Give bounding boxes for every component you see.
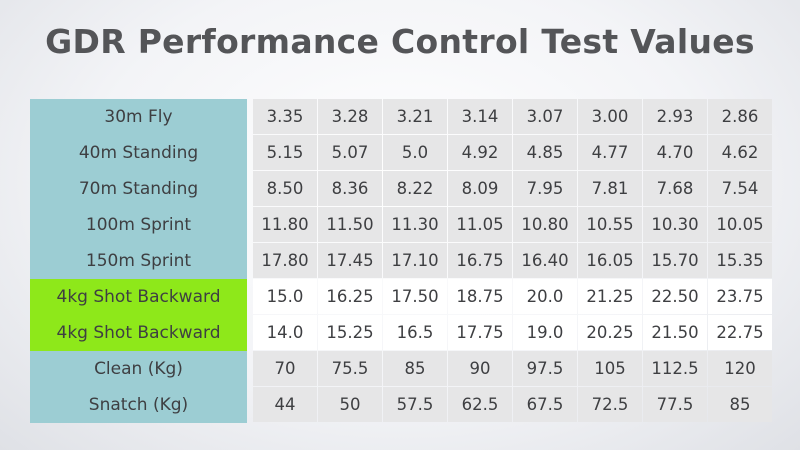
table-cell: 3.14: [448, 99, 512, 134]
table-cell: 8.50: [253, 171, 317, 206]
table-cell: 17.75: [448, 315, 512, 350]
table-cell: 97.5: [513, 351, 577, 386]
table-cell: 8.36: [318, 171, 382, 206]
table-cell: 2.93: [643, 99, 707, 134]
table-cell: 16.05: [578, 243, 642, 278]
row-label: 70m Standing: [78, 179, 199, 199]
table-cell: 19.0: [513, 315, 577, 350]
table-cell: 22.75: [708, 315, 772, 350]
table-cell: 20.0: [513, 279, 577, 314]
table-cell: 3.35: [253, 99, 317, 134]
table-cell: 67.5: [513, 387, 577, 422]
table-cell: 7.68: [643, 171, 707, 206]
table-cell: 3.07: [513, 99, 577, 134]
table-cell: 75.5: [318, 351, 382, 386]
table-cell: 72.5: [578, 387, 642, 422]
table-cell: 10.80: [513, 207, 577, 242]
values-table: 3.35 3.28 3.21 3.14 3.07 3.00 2.93 2.86 5.15 5.07…: [253, 99, 772, 423]
table-cell: 16.5: [383, 315, 447, 350]
table-cell: 3.00: [578, 99, 642, 134]
table-cell: 21.50: [643, 315, 707, 350]
table-cell: 16.75: [448, 243, 512, 278]
table-cell: 4.92: [448, 135, 512, 170]
table-cell: 5.0: [383, 135, 447, 170]
page-title: GDR Performance Control Test Values: [45, 22, 755, 61]
table-cell: 120: [708, 351, 772, 386]
row-label: 4kg Shot Backward: [30, 315, 247, 351]
table-cell: 44: [253, 387, 317, 422]
table-cell: 62.5: [448, 387, 512, 422]
table-cell: 15.25: [318, 315, 382, 350]
table-cell: 10.30: [643, 207, 707, 242]
table-cell: 22.50: [643, 279, 707, 314]
row-label: Snatch (Kg): [88, 395, 189, 415]
table-cell: 23.75: [708, 279, 772, 314]
row-label: Clean (Kg): [94, 359, 183, 379]
table-cell: 18.75: [448, 279, 512, 314]
table-cell: 70: [253, 351, 317, 386]
table-cell: 11.80: [253, 207, 317, 242]
table-cell: 105: [578, 351, 642, 386]
table-cell: 17.50: [383, 279, 447, 314]
table-cell: 10.05: [708, 207, 772, 242]
table-cell: 85: [708, 387, 772, 422]
table-cell: 11.05: [448, 207, 512, 242]
table-cell: 4.77: [578, 135, 642, 170]
table-cell: 7.54: [708, 171, 772, 206]
table-cell: 112.5: [643, 351, 707, 386]
table-cell: 21.25: [578, 279, 642, 314]
table-cell: 3.28: [318, 99, 382, 134]
row-label: 40m Standing: [78, 143, 199, 163]
table-cell: 17.45: [318, 243, 382, 278]
table-cell: 4.85: [513, 135, 577, 170]
table-cell: 85: [383, 351, 447, 386]
table-cell: 8.22: [383, 171, 447, 206]
table-cell: 15.70: [643, 243, 707, 278]
table-cell: 11.30: [383, 207, 447, 242]
table-cell: 20.25: [578, 315, 642, 350]
row-label: 4kg Shot Backward: [30, 279, 247, 315]
table-cell: 4.70: [643, 135, 707, 170]
row-label: 150m Sprint: [85, 251, 192, 271]
table-cell: 5.15: [253, 135, 317, 170]
table-cell: 5.07: [318, 135, 382, 170]
table-cell: 15.35: [708, 243, 772, 278]
table-cell: 57.5: [383, 387, 447, 422]
table-cell: 16.40: [513, 243, 577, 278]
table-cell: 15.0: [253, 279, 317, 314]
table-cell: 77.5: [643, 387, 707, 422]
table-cell: 8.09: [448, 171, 512, 206]
table-cell: 14.0: [253, 315, 317, 350]
table-cell: 11.50: [318, 207, 382, 242]
table-cell: 7.81: [578, 171, 642, 206]
table-cell: 10.55: [578, 207, 642, 242]
table-cell: 7.95: [513, 171, 577, 206]
table-cell: 17.10: [383, 243, 447, 278]
row-label-column: 30m Fly 40m Standing 70m Standing 100m Spri…: [30, 99, 247, 423]
row-label: 100m Sprint: [85, 215, 192, 235]
table-cell: 16.25: [318, 279, 382, 314]
table-cell: 17.80: [253, 243, 317, 278]
table-cell: 3.21: [383, 99, 447, 134]
table-cell: 2.86: [708, 99, 772, 134]
table-cell: 50: [318, 387, 382, 422]
table-cell: 90: [448, 351, 512, 386]
table-cell: 4.62: [708, 135, 772, 170]
row-label: 30m Fly: [104, 107, 173, 127]
